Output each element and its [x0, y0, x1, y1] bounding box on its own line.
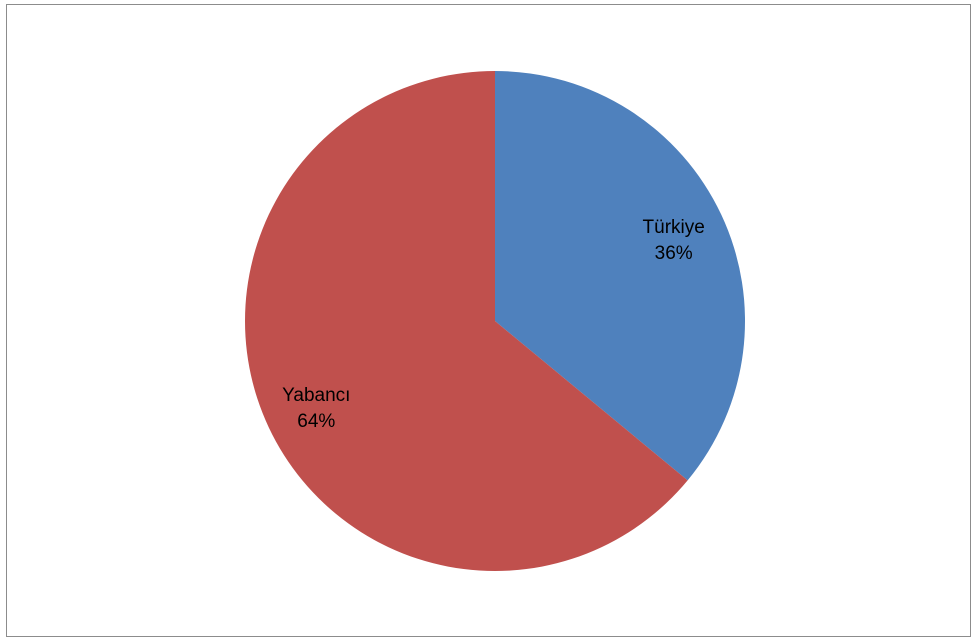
pie-labels: Türkiye 36% Yabancı 64% — [282, 217, 705, 432]
slice-category-label: Türkiye — [643, 217, 705, 238]
slice-percent-label: 36% — [655, 243, 693, 264]
pie-slices — [245, 71, 746, 572]
slice-category-label: Yabancı — [282, 385, 350, 406]
pie-slice-2 — [245, 71, 688, 572]
pie-slice-1 — [495, 71, 746, 481]
slice-percent-label: 64% — [297, 411, 335, 432]
